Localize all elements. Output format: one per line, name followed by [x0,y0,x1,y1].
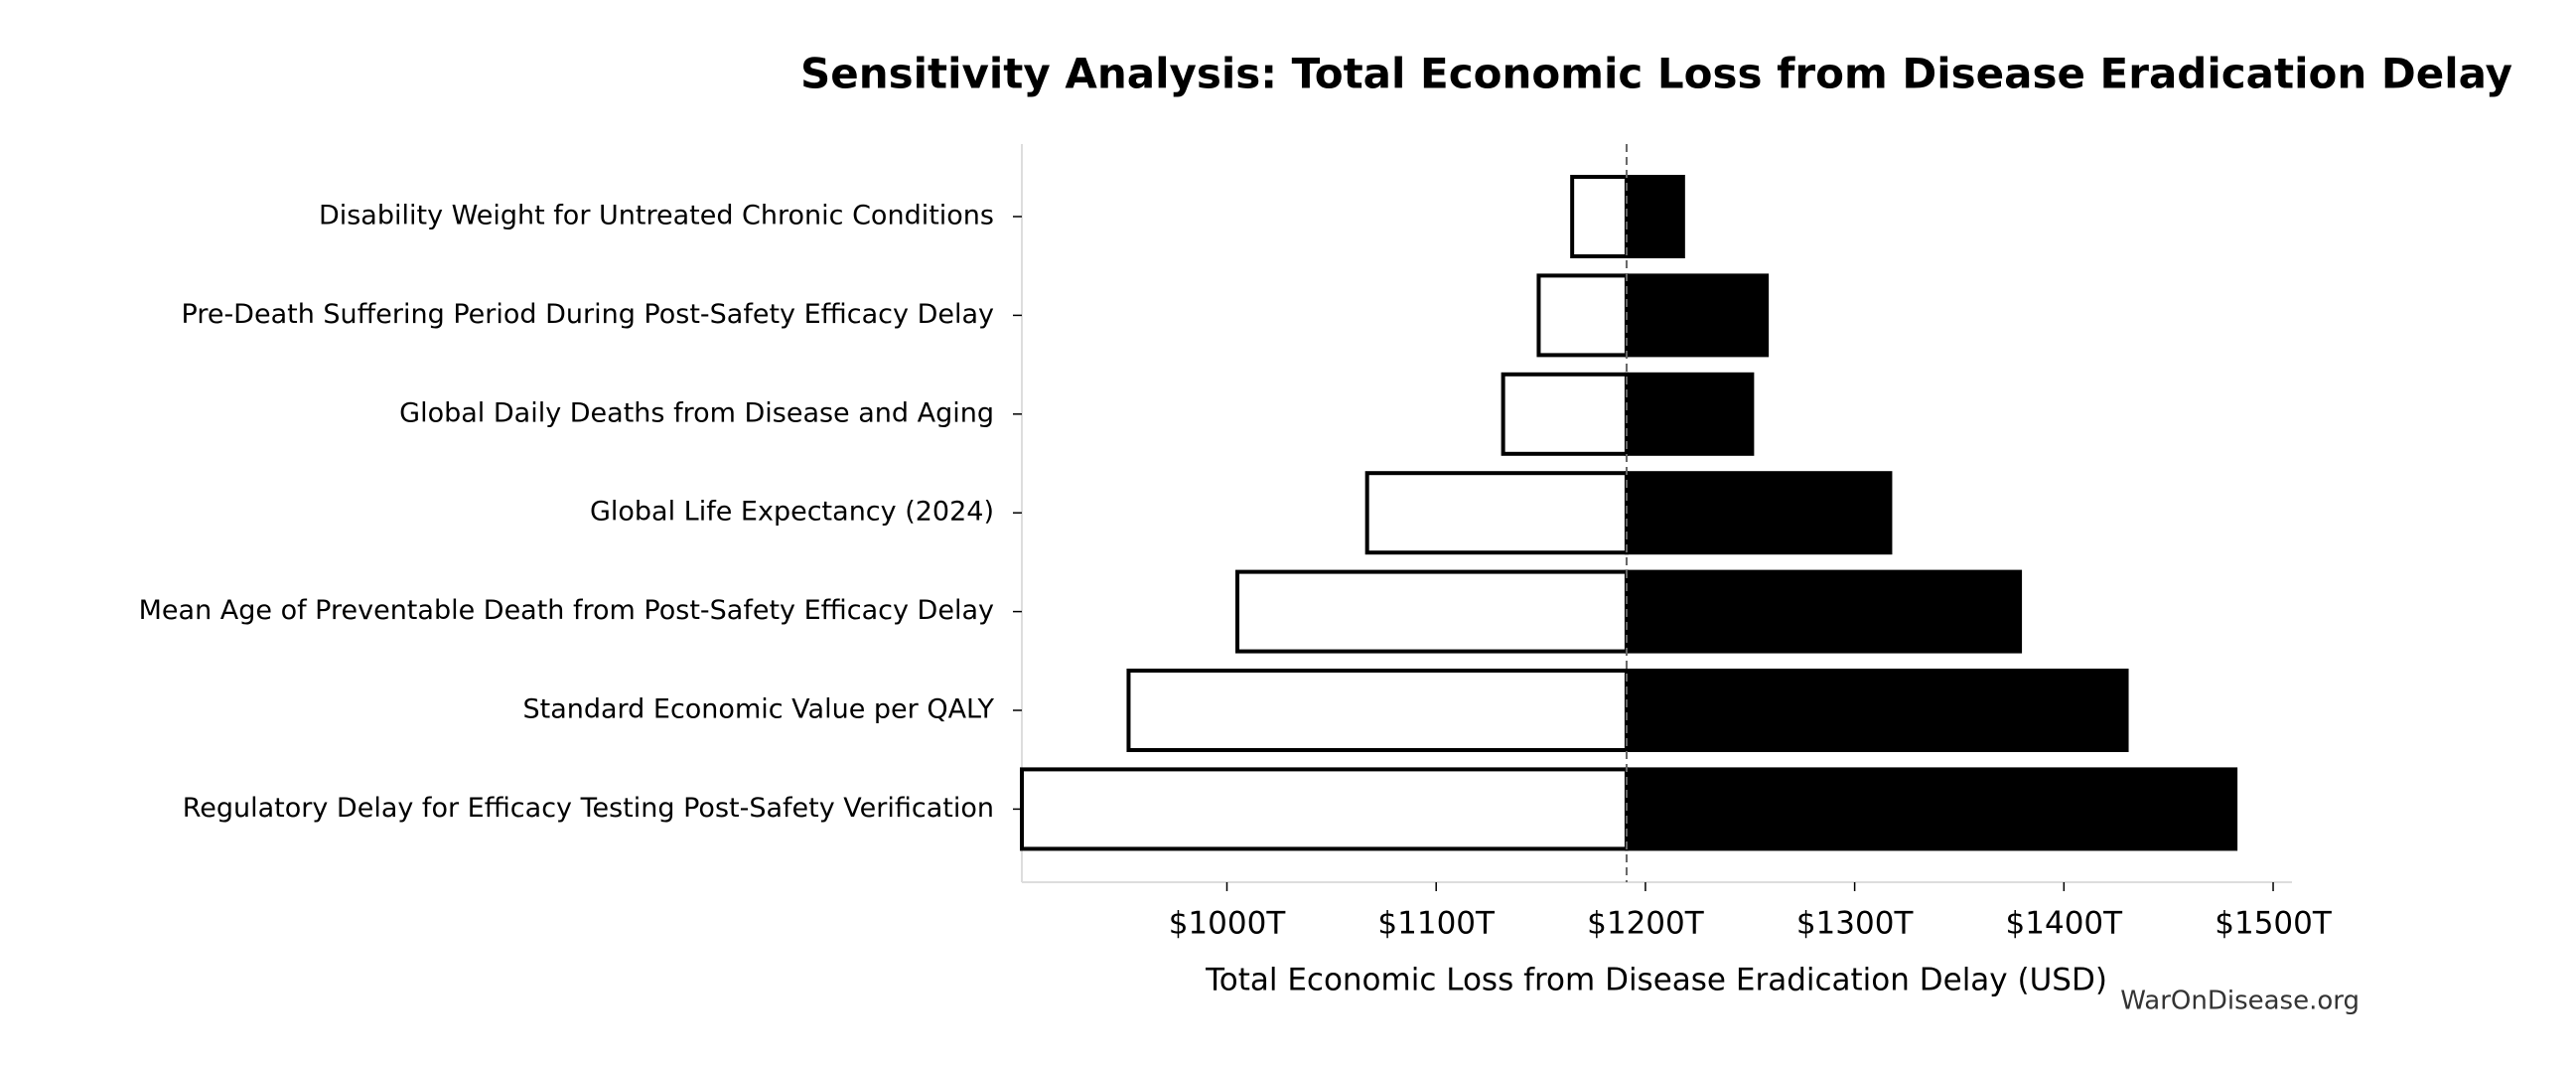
low-bar [1536,273,1629,358]
x-tick-label: $1000T [1169,906,1287,942]
y-tick-label: Mean Age of Preventable Death from Post-… [139,595,994,626]
y-tick-label: Standard Economic Value per QALY [522,694,994,725]
y-tick-label: Global Life Expectancy (2024) [590,497,994,528]
low-bar [1501,372,1629,456]
y-tick-label: Global Daily Deaths from Disease and Agi… [399,397,994,428]
low-bar [1570,175,1629,258]
high-bar [1624,273,1770,358]
low-bar [1126,669,1629,752]
watermark: WarOnDisease.org [2120,987,2360,1016]
y-tick-label: Regulatory Delay for Efficacy Testing Po… [183,793,994,824]
high-bar [1624,372,1755,456]
high-bar [1624,471,1893,555]
y-tick-label: Disability Weight for Untreated Chronic … [319,201,994,231]
x-axis-label: Total Economic Loss from Disease Eradica… [1205,963,2107,998]
low-bar [1020,767,1629,851]
x-tick-label: $1500T [2215,906,2333,942]
chart-title: Sensitivity Analysis: Total Economic Los… [800,50,2512,98]
low-bar [1364,471,1629,555]
low-bar [1235,569,1629,654]
high-bar [1624,669,2129,752]
x-tick-label: $1400T [2006,906,2124,942]
high-bar [1624,175,1685,258]
x-tick-label: $1300T [1796,906,1915,942]
x-tick-label: $1100T [1377,906,1496,942]
y-tick-label: Pre-Death Suffering Period During Post-S… [182,299,994,330]
high-bar [1624,569,2023,654]
high-bar [1624,767,2238,851]
x-tick-label: $1200T [1587,906,1705,942]
